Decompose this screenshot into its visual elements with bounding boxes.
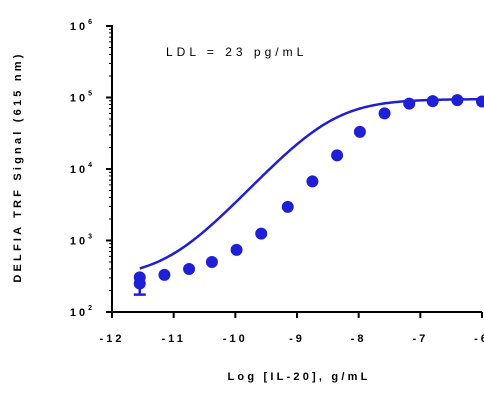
fit-curve — [139, 97, 483, 270]
ldl-annotation: LDL = 23 pg/mL — [166, 45, 307, 59]
data-point — [205, 256, 218, 269]
x-axis-title: Log [IL-20], g/mL — [227, 371, 370, 383]
x-tick-label: -7 — [412, 333, 428, 345]
data-point — [281, 200, 294, 213]
x-tick-label: -12 — [100, 333, 125, 345]
data-point — [255, 227, 268, 240]
x-tick-label: -8 — [351, 333, 367, 345]
data-point — [426, 95, 439, 108]
data-point — [183, 262, 196, 275]
y-tick-exponent: 3 — [88, 234, 92, 241]
x-tick-label: -10 — [223, 333, 248, 345]
data-point — [306, 175, 319, 188]
data-point — [378, 107, 391, 120]
x-axis-ticks: -12 -11 -10 -9 -8 -7 -6 — [100, 312, 484, 345]
data-point — [230, 243, 243, 256]
y-tick-label: 105 — [70, 91, 92, 105]
data-point — [353, 125, 366, 138]
data-point — [403, 97, 416, 110]
y-tick-label: 104 — [70, 162, 92, 176]
y-axis-title: DELFIA TRF Signal (615 nm) — [12, 51, 24, 282]
y-tick-exponent: 6 — [88, 19, 92, 26]
axes: 102 103 104 105 106 -12 -11 -10 -9 -8 -7 -6 — [70, 19, 484, 345]
x-tick-label: -9 — [289, 333, 305, 345]
data-point — [451, 94, 464, 107]
y-tick-label: 106 — [70, 19, 92, 33]
data-point — [476, 95, 484, 108]
x-tick-label: -6 — [474, 333, 484, 345]
y-axis-ticks: 102 103 104 105 106 — [70, 19, 112, 319]
x-tick-label: -11 — [162, 333, 186, 345]
data-point — [331, 149, 344, 162]
y-tick-exponent: 4 — [88, 162, 92, 169]
y-tick-exponent: 5 — [88, 91, 92, 98]
plot-area — [133, 94, 484, 296]
y-tick-label: 103 — [70, 234, 92, 248]
data-point — [158, 268, 171, 281]
y-tick-label: 102 — [70, 305, 92, 319]
data-point — [133, 271, 146, 284]
y-tick-exponent: 2 — [88, 305, 92, 312]
